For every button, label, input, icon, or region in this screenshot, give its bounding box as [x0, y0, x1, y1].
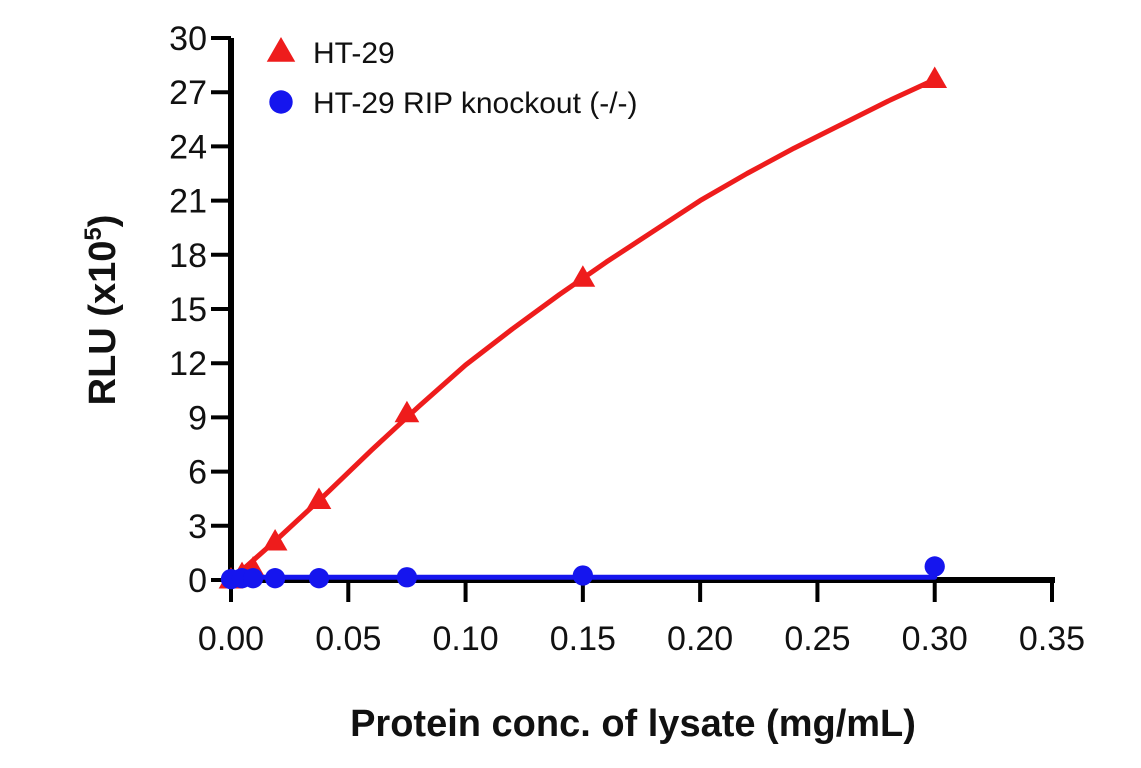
- legend-item: HT-29 RIP knockout (-/-): [269, 87, 638, 120]
- y-tick-label: 3: [188, 508, 207, 546]
- y-tick-label: 12: [169, 345, 207, 383]
- y-tick-label: 21: [169, 183, 207, 221]
- y-axis-title-base: RLU (x10: [82, 241, 124, 406]
- y-tick-label: 30: [169, 20, 207, 58]
- x-tick-label: 0.35: [1019, 620, 1085, 658]
- y-tick-label: 0: [188, 562, 207, 600]
- legend: HT-29 HT-29 RIP knockout (-/-): [266, 37, 638, 120]
- x-tick-label: 0.20: [667, 620, 733, 658]
- data-point: [264, 568, 286, 589]
- data-point: [394, 400, 420, 423]
- legend-item: HT-29: [266, 37, 395, 70]
- y-tick-label: 9: [188, 399, 207, 437]
- y-tick-label: 15: [169, 291, 207, 329]
- legend-marker-triangle: [266, 37, 296, 62]
- legend-label: HT-29: [313, 37, 395, 70]
- series-ht-29: [218, 66, 948, 589]
- x-tick-label: 0.30: [902, 620, 968, 658]
- legend-label: HT-29 RIP knockout (-/-): [313, 87, 638, 120]
- x-tick-label: 0.25: [784, 620, 850, 658]
- data-point: [306, 487, 332, 509]
- data-point: [922, 66, 948, 89]
- data-point: [396, 567, 418, 588]
- data-point: [308, 568, 330, 589]
- y-tick-label: 24: [169, 128, 207, 166]
- y-axis-title-superscript: 5: [80, 227, 107, 240]
- y-axis-title-close: ): [82, 215, 124, 228]
- y-tick-label: 18: [169, 237, 207, 275]
- x-tick-label: 0.05: [315, 620, 381, 658]
- axes: 0 3 6 9 12 15 18 21 24 27 30 0.00 0.05 0.10 0.15 0.20 0.…: [169, 20, 1085, 658]
- data-point: [262, 529, 288, 551]
- y-tick-label: 6: [188, 454, 207, 492]
- data-point: [572, 565, 593, 586]
- legend-marker-circle: [269, 90, 293, 114]
- plot-area: [218, 66, 948, 590]
- x-tick-label: 0.00: [198, 620, 264, 658]
- x-tick-label: 0.10: [432, 620, 498, 658]
- data-point: [570, 265, 596, 287]
- x-axis-title: Protein conc. of lysate (mg/mL): [350, 703, 916, 745]
- x-tick-label: 0.15: [550, 620, 616, 658]
- series-ht-29-rip-knockout: [220, 556, 945, 590]
- y-axis-title: RLU (x105): [80, 215, 124, 406]
- series-line: [228, 77, 938, 583]
- y-tick-label: 27: [169, 74, 207, 112]
- data-point: [924, 556, 945, 577]
- data-point: [242, 568, 264, 589]
